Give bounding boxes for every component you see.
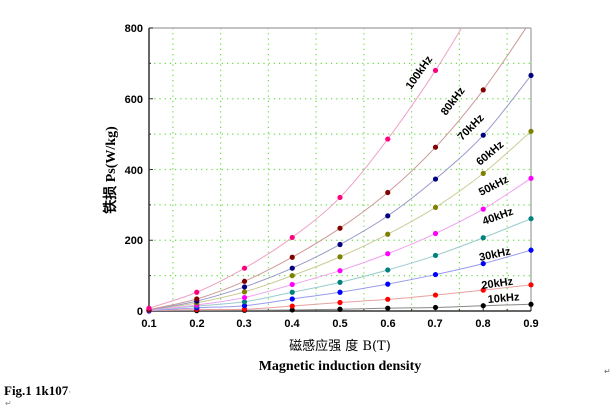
data-point-10khz xyxy=(385,305,391,311)
data-point-10khz xyxy=(337,306,343,312)
data-point-50khz xyxy=(432,230,439,237)
x-tick-label: 0.4 xyxy=(284,318,300,330)
x-tick-label: 0.3 xyxy=(236,318,251,330)
data-point-20khz xyxy=(432,292,439,298)
series-line-80khz xyxy=(149,28,527,311)
data-point-70khz xyxy=(528,72,534,79)
x-axis-label-cn: 磁感应强 度 B(T) xyxy=(289,338,391,354)
data-point-50khz xyxy=(480,206,486,212)
data-point-20khz xyxy=(385,296,391,302)
data-point-70khz xyxy=(289,265,295,271)
series-line-70khz xyxy=(149,75,531,311)
data-point-30khz xyxy=(385,281,391,287)
data-point-20khz xyxy=(289,303,295,309)
series-line-100khz xyxy=(149,28,463,309)
data-point-60khz xyxy=(241,289,248,295)
curve-label-10khz: 10kHz xyxy=(487,291,520,306)
data-point-70khz xyxy=(432,176,439,182)
data-point-20khz xyxy=(480,287,486,293)
data-point-30khz xyxy=(289,296,295,302)
x-tick-label: 0.1 xyxy=(141,318,156,330)
data-point-60khz xyxy=(528,128,534,134)
data-point-100khz xyxy=(146,305,152,311)
y-tick-label: 200 xyxy=(125,235,143,247)
tick-labels: 0.1 0.2 0.3 0.4 0.5 0.6 0.7 0.8 0.9 0 20… xyxy=(125,23,539,330)
curve-label-30khz: 30kHz xyxy=(478,245,512,263)
y-tick-label: 600 xyxy=(125,94,143,106)
data-point-50khz xyxy=(337,268,343,274)
data-point-100khz xyxy=(385,136,391,142)
curve-label-60khz: 60kHz xyxy=(474,138,506,168)
data-point-80khz xyxy=(289,254,295,260)
data-point-40khz xyxy=(385,267,391,273)
data-point-30khz xyxy=(337,289,343,295)
data-point-50khz xyxy=(241,294,248,301)
data-point-10khz xyxy=(432,304,439,311)
data-point-80khz xyxy=(241,278,248,284)
data-point-60khz xyxy=(289,273,295,279)
y-tick-label: 800 xyxy=(125,23,143,35)
data-point-40khz xyxy=(337,279,343,285)
x-tick-label: 0.6 xyxy=(380,318,395,330)
data-point-30khz xyxy=(241,303,248,309)
data-point-60khz xyxy=(385,231,391,237)
x-tick-label: 0.2 xyxy=(189,318,204,330)
curve-label-100khz: 100kHz xyxy=(404,53,436,91)
edge-mark-icon: ↵ xyxy=(604,367,610,376)
data-point-20khz xyxy=(337,299,343,306)
paragraph-mark-icon: ↵ xyxy=(5,399,12,408)
curves xyxy=(149,28,531,311)
data-point-60khz xyxy=(337,254,343,260)
data-point-10khz xyxy=(528,301,534,307)
figure-caption: Fig.1 1k107· xyxy=(4,383,71,399)
data-point-60khz xyxy=(480,170,486,176)
data-point-40khz xyxy=(480,235,486,241)
data-point-70khz xyxy=(385,213,391,219)
data-point-70khz xyxy=(480,132,486,138)
data-point-60khz xyxy=(432,204,439,210)
data-point-80khz xyxy=(480,87,486,93)
data-point-30khz xyxy=(528,247,534,253)
x-tick-label: 0.9 xyxy=(523,318,538,330)
data-point-80khz xyxy=(337,225,343,231)
data-point-100khz xyxy=(241,265,248,271)
x-tick-label: 0.7 xyxy=(427,318,442,330)
data-point-70khz xyxy=(337,241,343,248)
data-point-10khz xyxy=(289,307,295,313)
markers xyxy=(146,67,534,314)
data-point-100khz xyxy=(289,234,295,241)
data-point-100khz xyxy=(432,67,439,74)
data-point-40khz xyxy=(289,289,295,295)
data-point-80khz xyxy=(194,296,200,302)
data-point-80khz xyxy=(385,189,391,196)
caption-mark: · xyxy=(68,387,72,397)
data-point-80khz xyxy=(432,144,439,150)
figure-caption-text: Fig.1 1k107 xyxy=(4,383,69,398)
curve-label-40khz: 40kHz xyxy=(481,205,515,227)
data-point-50khz xyxy=(289,281,295,288)
data-point-50khz xyxy=(528,175,534,181)
y-tick-label: 400 xyxy=(125,165,143,177)
data-point-70khz xyxy=(241,284,248,290)
y-axis-label: 铁损 Ps(W/kg) xyxy=(102,126,119,214)
data-point-100khz xyxy=(194,289,200,295)
data-point-40khz xyxy=(432,252,439,259)
x-tick-label: 0.5 xyxy=(332,318,347,330)
data-point-40khz xyxy=(528,216,534,222)
data-point-30khz xyxy=(432,271,439,278)
data-point-50khz xyxy=(385,251,391,257)
data-point-30khz xyxy=(480,260,486,267)
x-tick-label: 0.8 xyxy=(475,318,490,330)
curve-label-70khz: 70kHz xyxy=(456,112,487,143)
data-point-20khz xyxy=(528,282,534,288)
data-point-40khz xyxy=(241,299,248,305)
y-tick-label: 0 xyxy=(137,306,143,318)
x-axis-label-en: Magnetic induction density xyxy=(259,359,422,374)
curve-label-20khz: 20kHz xyxy=(481,276,515,292)
curve-label-80khz: 80kHz xyxy=(439,85,468,118)
series-line-40khz xyxy=(149,218,531,311)
data-point-100khz xyxy=(337,194,343,201)
data-point-10khz xyxy=(480,303,486,309)
